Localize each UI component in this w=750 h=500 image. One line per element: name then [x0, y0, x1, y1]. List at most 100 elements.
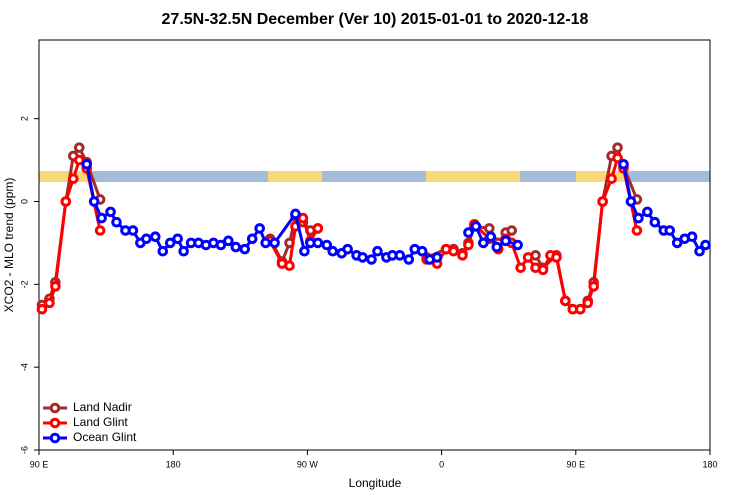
- land-ocean-strip: [39, 171, 710, 182]
- series-marker: [612, 152, 623, 164]
- series-marker: [457, 250, 468, 261]
- series-marker: [312, 223, 324, 234]
- series-marker: [105, 206, 116, 218]
- x-tick-label: 0: [439, 459, 444, 469]
- series-marker: [269, 237, 280, 249]
- series-marker: [470, 221, 482, 232]
- series-marker: [500, 235, 512, 247]
- series-marker: [178, 245, 189, 257]
- series-marker: [484, 223, 495, 234]
- x-tick-label: 90 E: [567, 459, 586, 469]
- series-marker: [537, 264, 549, 276]
- land-band: [426, 171, 520, 182]
- y-tick-label: -6: [19, 446, 29, 454]
- series-marker: [512, 239, 523, 251]
- series-marker: [372, 245, 383, 257]
- series-marker: [431, 252, 443, 263]
- chart-title: 27.5N-32.5N December (Ver 10) 2015-01-01…: [162, 11, 589, 28]
- legend-marker: [49, 417, 61, 429]
- series-marker: [254, 223, 265, 234]
- series-marker: [366, 254, 377, 265]
- x-tick-label: 180: [166, 459, 181, 469]
- series-marker: [506, 225, 517, 236]
- series-marker: [522, 252, 534, 263]
- series-marker: [290, 208, 301, 220]
- series-marker: [403, 254, 415, 265]
- series-marker: [642, 206, 653, 218]
- series-marker: [633, 212, 644, 224]
- y-tick-label: 0: [19, 199, 29, 204]
- series-marker: [150, 231, 161, 243]
- series-marker: [606, 173, 617, 185]
- y-tick-label: -2: [19, 280, 29, 288]
- series-marker: [172, 233, 183, 245]
- series-marker: [44, 297, 55, 309]
- series-marker: [297, 212, 309, 224]
- series-marker: [357, 252, 368, 263]
- series-marker: [463, 227, 474, 238]
- series-marker: [416, 245, 428, 257]
- series-marker: [111, 216, 122, 228]
- series-marker: [246, 233, 258, 245]
- ocean-band: [39, 171, 710, 182]
- x-tick-label: 180: [702, 459, 717, 469]
- series-marker: [694, 245, 705, 257]
- series-marker: [299, 245, 310, 257]
- series-marker: [560, 295, 571, 307]
- series-marker: [127, 225, 139, 236]
- series-marker: [700, 239, 711, 251]
- series-marker: [491, 241, 503, 253]
- series-marker: [50, 281, 61, 292]
- series-marker: [239, 243, 251, 255]
- series-marker: [551, 252, 562, 263]
- series-marker: [67, 173, 79, 185]
- series-marker: [94, 225, 106, 236]
- series-marker: [515, 262, 526, 274]
- series-marker: [73, 154, 85, 166]
- series-marker: [230, 241, 242, 253]
- y-axis-label: XCO2 - MLO trend (ppm): [2, 178, 16, 313]
- series-marker: [81, 158, 93, 170]
- series-marker: [157, 245, 169, 257]
- series-marker: [686, 231, 698, 243]
- y-tick-label: 2: [19, 116, 29, 121]
- series-marker: [36, 303, 48, 315]
- series-marker: [260, 237, 271, 249]
- legend-marker: [49, 402, 61, 414]
- legend-label: Ocean Glint: [73, 430, 137, 444]
- land-band: [39, 171, 91, 182]
- series-marker: [463, 239, 474, 251]
- legend-marker: [49, 432, 61, 444]
- series-marker: [88, 196, 100, 207]
- series-marker: [478, 237, 489, 249]
- series-marker: [671, 237, 683, 249]
- series-marker: [223, 235, 234, 247]
- series-marker: [60, 196, 72, 207]
- series-marker: [327, 245, 339, 257]
- series-marker: [394, 250, 406, 261]
- series-marker: [73, 142, 85, 153]
- series-marker: [588, 281, 599, 292]
- series-marker: [312, 237, 324, 249]
- land-band: [268, 171, 322, 182]
- series-marker: [612, 142, 623, 153]
- series-marker: [631, 225, 643, 236]
- x-tick-label: 90 W: [297, 459, 319, 469]
- series-marker: [141, 233, 152, 245]
- series-marker: [618, 158, 629, 170]
- series-marker: [597, 196, 608, 207]
- series-marker: [448, 245, 459, 257]
- x-tick-label: 90 E: [30, 459, 49, 469]
- series-marker: [625, 196, 637, 207]
- series-marker: [582, 297, 594, 309]
- series-marker: [164, 237, 176, 249]
- x-axis-label: Longitude: [349, 476, 402, 490]
- series-marker: [321, 239, 333, 251]
- y-tick-label: -4: [19, 363, 29, 371]
- land-band: [576, 171, 628, 182]
- series-marker: [649, 216, 661, 228]
- series-marker: [96, 212, 107, 224]
- series-marker: [664, 225, 676, 236]
